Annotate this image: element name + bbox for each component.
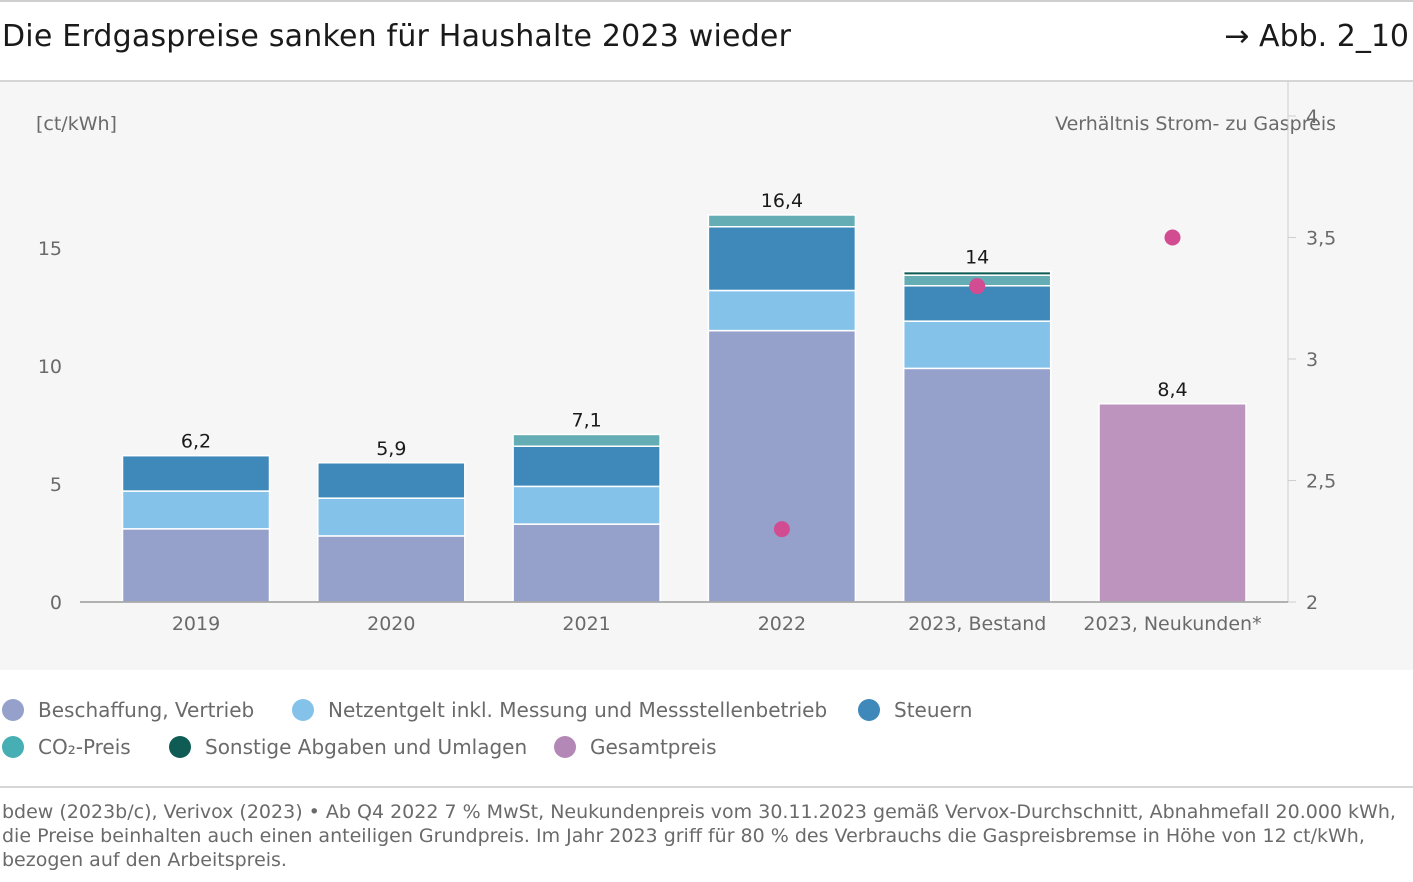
y2-axis-title: Verhältnis Strom- zu Gaspreis xyxy=(1055,113,1336,135)
legend-item-co2-preis: CO₂-Preis xyxy=(2,735,131,759)
bar-segment xyxy=(121,528,271,603)
top-rule xyxy=(0,0,1413,2)
legend-label: Beschaffung, Vertrieb xyxy=(38,698,255,722)
bar-segment xyxy=(1098,403,1247,603)
x-tick-label: 2019 xyxy=(172,613,220,635)
bar-segment xyxy=(317,535,466,603)
bar-segment xyxy=(902,320,1052,370)
bar-segment xyxy=(317,462,466,499)
legend: Beschaffung, Vertrieb Netzentgelt inkl. … xyxy=(0,690,1413,780)
bar-segment xyxy=(707,214,857,228)
y2-tick-label: 2,5 xyxy=(1306,471,1336,493)
bar-segment xyxy=(707,226,857,292)
total-label: 5,9 xyxy=(376,438,406,460)
legend-label: Netzentgelt inkl. Messung und Messstelle… xyxy=(328,698,828,722)
chart-title: Die Erdgaspreise sanken für Haushalte 20… xyxy=(2,19,792,54)
legend-swatch xyxy=(2,736,24,758)
y2-tick-label: 4 xyxy=(1306,106,1318,128)
total-label: 14 xyxy=(965,247,989,269)
bar-segment xyxy=(512,445,661,488)
x-tick-label: 2022 xyxy=(758,613,806,635)
bar-segment xyxy=(512,523,661,603)
footer-rule xyxy=(0,786,1413,788)
y2-tick-label: 3 xyxy=(1306,349,1318,371)
y2-tick-label: 2 xyxy=(1306,592,1318,614)
legend-label: Gesamtpreis xyxy=(590,735,717,759)
legend-label: CO₂-Preis xyxy=(38,735,131,759)
legend-swatch xyxy=(2,699,24,721)
legend-label: Steuern xyxy=(894,698,973,722)
bar-segment xyxy=(121,454,271,492)
legend-swatch xyxy=(858,699,880,721)
ratio-point xyxy=(773,521,790,538)
bar-segment xyxy=(707,289,857,332)
legend-swatch xyxy=(292,699,314,721)
ratio-point xyxy=(1164,229,1181,246)
y-tick-label: 15 xyxy=(38,238,62,260)
y-tick-label: 0 xyxy=(50,592,62,614)
legend-swatch xyxy=(169,736,191,758)
legend-item-gesamtpreis: Gesamtpreis xyxy=(554,735,717,759)
bar-segment xyxy=(902,270,1052,276)
header: Die Erdgaspreise sanken für Haushalte 20… xyxy=(0,2,1413,82)
y-axis-title: [ct/kWh] xyxy=(36,113,117,135)
source-note: bdew (2023b/c), Verivox (2023) • Ab Q4 2… xyxy=(2,801,1396,871)
figure-reference: → Abb. 2_10 xyxy=(1224,19,1409,54)
ratio-point xyxy=(969,278,986,295)
total-label: 7,1 xyxy=(571,409,601,431)
bar-segment xyxy=(902,367,1052,603)
total-label: 6,2 xyxy=(181,431,211,453)
legend-item-beschaffung: Beschaffung, Vertrieb xyxy=(2,698,254,722)
x-tick-label: 2021 xyxy=(562,613,610,635)
bar-segment xyxy=(512,485,661,525)
x-tick-label: 2020 xyxy=(367,613,415,635)
bar-segment xyxy=(707,329,857,603)
chart-panel: [ct/kWh] Verhältnis Strom- zu Gaspreis 0 5 1… xyxy=(0,82,1413,670)
bar-segment xyxy=(121,490,271,530)
total-label: 8,4 xyxy=(1157,379,1187,401)
x-tick-label: 2023, Bestand xyxy=(908,613,1046,635)
y-tick-label: 5 xyxy=(50,474,62,496)
x-tick-label: 2023, Neukunden* xyxy=(1083,613,1261,635)
y2-tick-label: 3,5 xyxy=(1306,228,1336,250)
bar-segment xyxy=(317,497,466,537)
total-label: 16,4 xyxy=(761,190,803,212)
y-tick-label: 10 xyxy=(38,356,62,378)
legend-label: Sonstige Abgaben und Umlagen xyxy=(205,735,528,759)
chart-plot: [ct/kWh] Verhältnis Strom- zu Gaspreis 0 5 1… xyxy=(36,82,1336,635)
legend-item-steuern: Steuern xyxy=(858,698,972,722)
bar-segment xyxy=(512,433,661,447)
legend-item-netzentgelt: Netzentgelt inkl. Messung und Messstelle… xyxy=(292,698,827,722)
legend-swatch xyxy=(554,736,576,758)
legend-item-sonstige-abgaben: Sonstige Abgaben und Umlagen xyxy=(169,735,527,759)
